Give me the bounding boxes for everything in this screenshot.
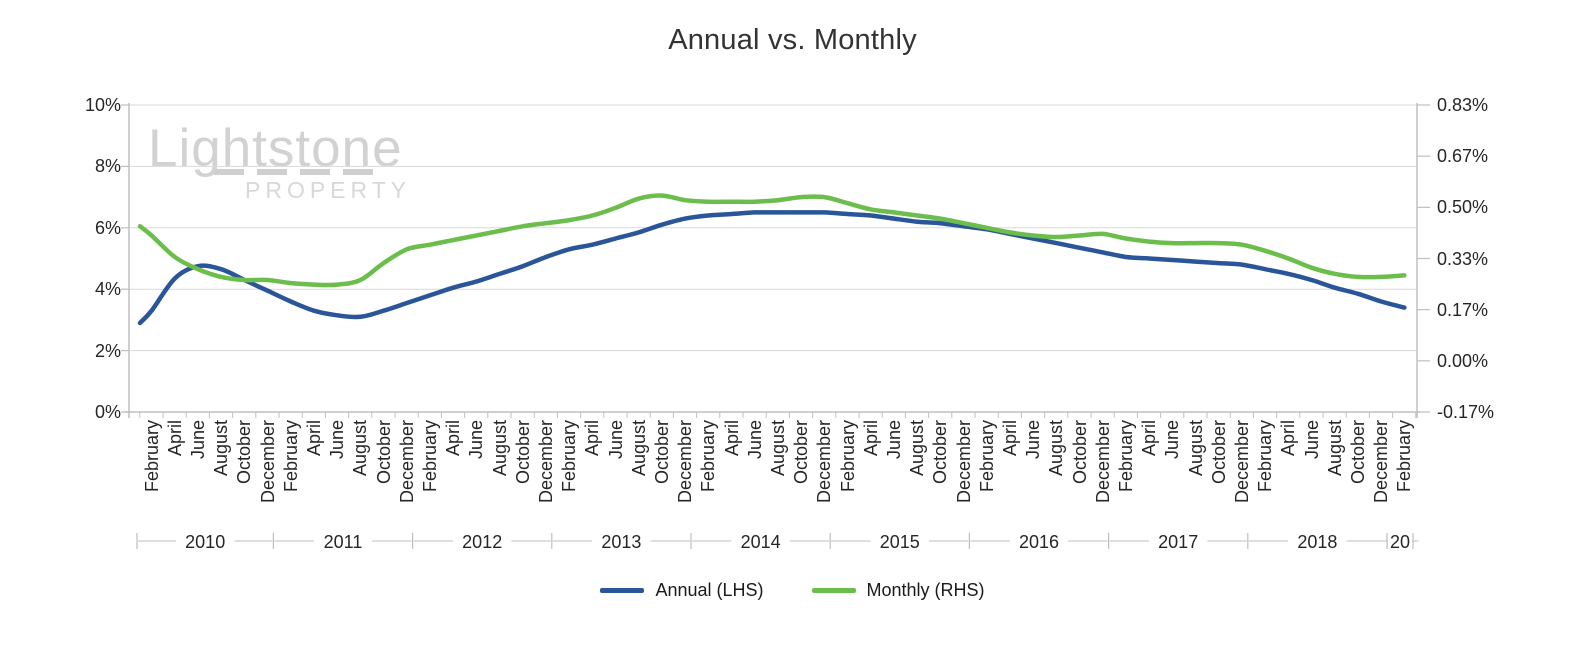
left-axis-tick-label: 2% [94,340,121,361]
left-axis-tick-label: 4% [94,279,121,300]
chart-legend: Annual (LHS) Monthly (RHS) [0,580,1585,601]
month-tick-label: October [234,420,255,485]
month-tick-label: August [768,420,788,477]
legend-line-swatch [811,588,856,593]
watermark-dash [300,169,330,175]
year-tick-label: 2014 [740,532,781,552]
month-tick-label: June [1301,420,1322,460]
month-tick-label: February [976,420,997,493]
month-tick-label: June [884,420,904,460]
month-tick-label: April [164,420,185,457]
right-axis-tick-label: 0.17% [1437,299,1489,320]
month-tick-label: August [489,420,510,477]
legend-line-swatch [600,588,645,593]
watermark-property-text: PROPERTY [245,177,412,203]
left-axis-tick-label: 6% [94,217,121,238]
watermark-dash [257,169,287,175]
month-tick-label: December [1371,420,1392,504]
month-tick-label: October [652,420,672,485]
month-tick-label: February [420,420,440,493]
year-tick-label: 2017 [1158,532,1199,552]
month-tick-label: December [536,420,556,504]
month-tick-label: October [1069,420,1090,485]
month-tick-label: December [953,420,974,504]
month-tick-label: June [327,420,348,460]
month-tick-label: April [721,420,742,457]
month-tick-label: August [1324,420,1345,477]
month-tick-label: December [1092,420,1113,504]
year-tick-label: 20 [1389,532,1411,552]
year-tick-label: 2010 [185,532,226,552]
month-tick-label: August [1046,420,1067,477]
right-axis-tick-label: 0.67% [1437,146,1489,167]
month-tick-label: February [1394,420,1415,493]
year-tick-label: 2015 [879,532,920,552]
month-tick-label: October [1348,420,1368,485]
right-axis-tick-label: 0.83% [1437,95,1489,115]
watermark-dash [214,169,244,175]
right-axis-tick-label: 0.00% [1437,350,1489,371]
left-axis-tick-label: 8% [94,156,121,177]
year-tick-label: 2018 [1297,532,1338,552]
month-tick-label: February [698,420,719,493]
month-tick-label: December [396,420,417,504]
month-tick-label: August [628,420,649,477]
legend-label: Annual (LHS) [655,580,764,600]
year-tick-label: 2013 [601,532,642,552]
month-tick-label: April [860,420,881,457]
month-tick-label: April [582,420,603,457]
legend-item: Monthly (RHS) [811,580,985,601]
legend-label: Monthly (RHS) [866,580,985,600]
month-tick-label: August [907,420,928,477]
month-tick-label: April [1139,420,1160,457]
month-tick-label: October [1208,420,1229,485]
month-tick-label: June [605,420,626,460]
month-tick-label: December [814,420,835,504]
month-tick-label: June [188,420,208,460]
year-tick-label: 2011 [323,532,363,552]
series-line-monthly [137,193,1407,288]
watermark-dash [343,169,373,175]
month-tick-label: June [1023,420,1044,460]
year-tick-label: 2016 [1018,532,1060,552]
month-tick-label: February [837,420,858,493]
month-tick-label: February [1116,420,1136,493]
month-tick-label: February [141,420,162,493]
month-tick-label: February [1255,420,1276,493]
right-axis-tick-label: -0.17% [1437,402,1495,422]
left-axis-tick-label: 10% [84,95,121,115]
right-axis-tick-label: 0.33% [1437,248,1489,269]
month-tick-label: August [211,420,232,477]
series-line-annual [137,210,1407,326]
month-tick-label: December [675,420,696,504]
month-tick-label: April [1000,420,1020,457]
month-tick-label: August [1185,420,1206,477]
legend-item: Annual (LHS) [600,580,764,601]
year-tick-label: 2012 [462,532,503,552]
month-tick-label: June [1162,420,1183,460]
month-tick-label: June [466,420,487,460]
month-tick-label: April [443,420,464,457]
month-tick-label: October [512,420,533,485]
month-tick-label: February [559,420,580,493]
month-tick-label: October [930,420,951,485]
month-tick-label: October [373,420,394,485]
watermark-dashes [214,169,411,175]
month-tick-label: December [257,420,278,504]
left-axis-tick-label: 0% [94,402,121,422]
month-tick-label: October [791,420,812,485]
month-tick-label: June [744,420,765,460]
month-tick-label: August [350,420,371,477]
month-tick-label: April [1278,420,1299,457]
month-tick-label: December [1232,420,1252,504]
month-tick-label: April [304,420,324,457]
month-tick-label: February [280,420,301,493]
right-axis-tick-label: 0.50% [1437,197,1489,218]
chart-title: Annual vs. Monthly [668,24,917,56]
